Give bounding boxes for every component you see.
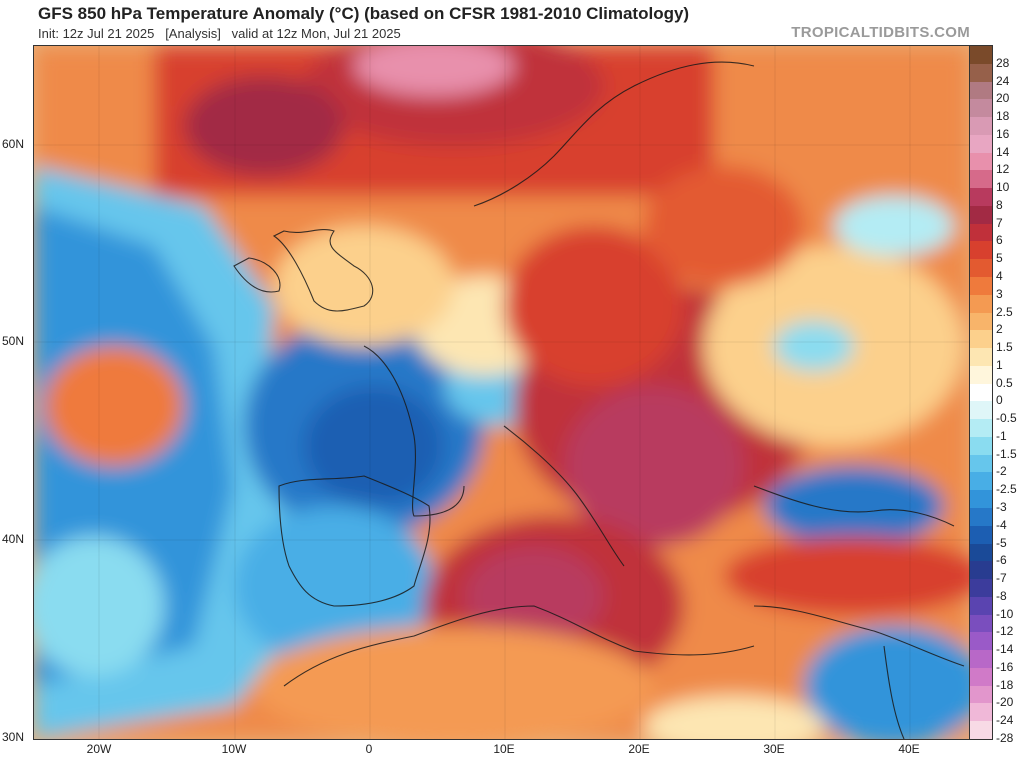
- legend-label: 1.5: [996, 340, 1013, 355]
- legend-label: 6: [996, 233, 1003, 248]
- legend-swatch: [970, 312, 992, 331]
- legend-swatch: [970, 685, 992, 704]
- legend-swatch: [970, 436, 992, 456]
- legend-swatch: [970, 330, 992, 349]
- legend-label: -18: [996, 677, 1014, 692]
- anomaly-map: [33, 45, 971, 740]
- legend-label: 1: [996, 357, 1003, 372]
- legend-swatch: [970, 170, 992, 189]
- legend-label: 18: [996, 109, 1010, 124]
- site-brand: TROPICALTIDBITS.COM: [791, 24, 970, 41]
- legend-swatch: [970, 205, 992, 225]
- lon-label-40e: 40E: [898, 742, 920, 756]
- legend-swatch: [970, 152, 992, 171]
- legend-swatch: [970, 383, 992, 402]
- legend-swatch: [970, 614, 992, 633]
- legend-label: 2.5: [996, 304, 1013, 319]
- legend-swatch: [970, 188, 992, 207]
- legend-label: -28: [996, 731, 1014, 745]
- legend-label: 20: [996, 91, 1010, 106]
- legend-swatch: [970, 490, 992, 509]
- legend-label: -1.5: [996, 446, 1017, 461]
- legend-swatch: [970, 419, 992, 438]
- legend-swatch: [970, 454, 992, 473]
- anomaly-shading: [34, 46, 970, 739]
- legend-label: -2.5: [996, 482, 1017, 497]
- legend-label: -16: [996, 659, 1014, 674]
- legend-swatch: [970, 259, 992, 278]
- legend-label: -10: [996, 606, 1014, 621]
- legend-swatch: [970, 650, 992, 669]
- legend-swatch: [970, 294, 992, 314]
- legend-swatch: [970, 117, 992, 136]
- legend-label: 24: [996, 73, 1010, 88]
- legend-swatch: [970, 365, 992, 385]
- legend-label: 0: [996, 393, 1003, 408]
- lon-label-30e: 30E: [763, 742, 785, 756]
- lat-label-30n: 30N: [2, 730, 25, 744]
- legend-swatch: [970, 667, 992, 687]
- legend-swatch: [970, 401, 992, 420]
- legend-label: 14: [996, 144, 1010, 159]
- legend-swatch: [970, 543, 992, 562]
- legend-swatch: [970, 81, 992, 100]
- legend-swatch: [970, 525, 992, 545]
- legend-label: -8: [996, 588, 1007, 603]
- legend-label: 8: [996, 197, 1003, 212]
- legend-label: -5: [996, 535, 1007, 550]
- legend-swatch: [970, 596, 992, 616]
- legend-label: -2: [996, 464, 1007, 479]
- grid-lines: [34, 46, 970, 739]
- legend-swatch: [970, 348, 992, 367]
- legend-swatch: [970, 241, 992, 260]
- lat-label-40n: 40N: [2, 532, 25, 546]
- legend-label: 2: [996, 322, 1003, 337]
- legend-label: 4: [996, 269, 1003, 283]
- lat-label-50n: 50N: [2, 334, 25, 348]
- lon-label-10e: 10E: [493, 742, 515, 756]
- legend-label: -24: [996, 713, 1014, 728]
- init-valid-line: Init: 12z Jul 21 2025 [Analysis] valid a…: [38, 26, 401, 41]
- coastlines: [233, 61, 965, 739]
- legend-label: -20: [996, 695, 1014, 710]
- legend-label: -4: [996, 517, 1007, 532]
- legend-swatch: [970, 508, 992, 527]
- lon-label-10w: 10W: [221, 742, 247, 756]
- legend-swatch: [970, 472, 992, 491]
- legend-label: 28: [996, 55, 1010, 70]
- legend-label: -12: [996, 624, 1014, 639]
- legend-label: -14: [996, 642, 1014, 657]
- legend-swatch: [970, 134, 992, 154]
- anomaly-field: [34, 46, 970, 739]
- legend-swatch: [970, 721, 992, 740]
- legend-label: -6: [996, 553, 1007, 568]
- legend-label: 0.5: [996, 375, 1013, 390]
- lon-label-20w: 20W: [86, 742, 112, 756]
- legend-label: -7: [996, 571, 1007, 586]
- legend-swatch: [970, 99, 992, 118]
- legend-label: 5: [996, 251, 1003, 266]
- legend-swatch: [970, 703, 992, 722]
- legend-swatch: [970, 632, 992, 651]
- legend-label: 16: [996, 126, 1010, 141]
- legend-label: 3: [996, 286, 1003, 301]
- legend-label: -3: [996, 500, 1007, 514]
- legend-swatch: [970, 277, 992, 296]
- lon-label-0: 0: [365, 742, 373, 756]
- lat-label-60n: 60N: [2, 137, 25, 151]
- legend-swatch: [970, 63, 992, 83]
- legend-swatch: [970, 579, 992, 598]
- legend-label: 12: [996, 162, 1010, 177]
- legend-label: -0.5: [996, 411, 1017, 426]
- legend-label: 10: [996, 180, 1010, 195]
- color-legend: [969, 45, 993, 740]
- legend-swatch: [970, 223, 992, 242]
- legend-label: 7: [996, 215, 1003, 230]
- lon-label-20e: 20E: [628, 742, 650, 756]
- legend-swatch: [970, 46, 992, 65]
- legend-swatch: [970, 561, 992, 580]
- legend-label: -1: [996, 428, 1007, 443]
- chart-title: GFS 850 hPa Temperature Anomaly (°C) (ba…: [38, 4, 690, 23]
